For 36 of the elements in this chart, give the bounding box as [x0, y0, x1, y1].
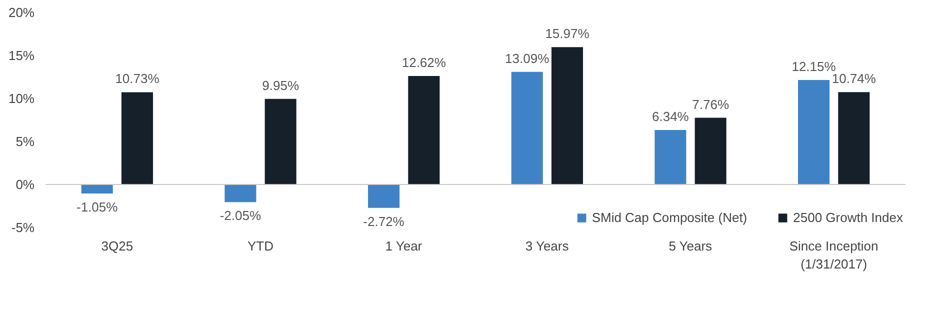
- bar: [551, 47, 583, 184]
- bar: [798, 80, 830, 184]
- data-label: 10.73%: [115, 71, 160, 86]
- data-label: 13.09%: [505, 50, 550, 66]
- data-label: 7.76%: [692, 96, 730, 112]
- y-tick-label: -5%: [11, 220, 35, 235]
- bar: [694, 118, 726, 184]
- data-label: -2.05%: [220, 208, 262, 224]
- x-tick-label: 3Q25: [101, 238, 134, 254]
- bar: [838, 92, 870, 184]
- bar: [81, 184, 113, 194]
- legend-label: SMid Cap Composite (Net): [592, 210, 748, 225]
- data-label: 15.97%: [545, 26, 590, 42]
- x-tick-label: 3 Years: [525, 238, 570, 254]
- x-tick-label: YTD: [248, 238, 274, 254]
- bar: [121, 92, 153, 184]
- bar: [511, 72, 543, 184]
- y-tick-label: 0%: [16, 177, 35, 192]
- data-label: -2.72%: [363, 214, 405, 229]
- bar: [408, 76, 440, 184]
- bar: [654, 130, 686, 184]
- x-tick-label: Since Inception (1/31/2017): [789, 238, 878, 272]
- data-label: 12.62%: [402, 54, 446, 70]
- bar: [264, 98, 296, 184]
- data-label: 6.34%: [652, 108, 690, 124]
- y-tick-label: 15%: [8, 48, 35, 63]
- data-label: 9.95%: [262, 78, 300, 93]
- bar: [224, 184, 256, 202]
- y-tick-label: 20%: [8, 5, 35, 20]
- x-tick-label: 1 Year: [385, 238, 423, 254]
- x-tick-label: 5 Years: [668, 238, 713, 254]
- bar: [368, 184, 400, 208]
- legend-label: 2500 Growth Index: [793, 210, 903, 225]
- data-label: -1.05%: [76, 200, 118, 215]
- y-tick-label: 10%: [8, 91, 35, 106]
- y-tick-label: 5%: [16, 134, 35, 149]
